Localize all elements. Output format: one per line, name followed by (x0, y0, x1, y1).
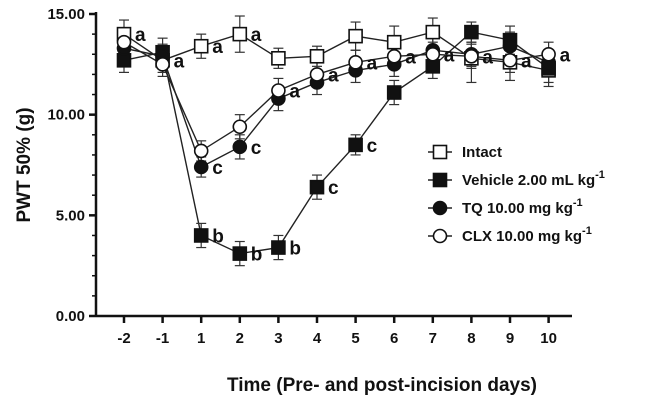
data-point (232, 26, 248, 42)
data-point (232, 139, 248, 155)
y-tick-label: 10.00 (47, 107, 85, 124)
legend-label: TQ 10.00 mg kg-1 (462, 197, 583, 217)
data-point (425, 59, 441, 74)
data-point (271, 83, 286, 98)
significance-label: a (405, 47, 416, 68)
data-point (502, 38, 518, 54)
data-point (232, 246, 248, 261)
legend-marker (432, 172, 448, 188)
markers-filled-square (116, 24, 556, 261)
significance-label: c (367, 136, 378, 157)
x-tick-label: 4 (313, 330, 322, 347)
data-point (309, 179, 325, 195)
legend-marker (432, 200, 448, 216)
data-point (116, 34, 132, 50)
legend-label: Intact (462, 144, 502, 161)
y-axis-title: PWT 50% (g) (14, 107, 35, 222)
significance-label: a (212, 37, 223, 58)
x-tick-label: 3 (274, 330, 282, 347)
significance-label: a (560, 45, 571, 66)
data-point (348, 137, 363, 153)
significance-label: c (328, 178, 339, 199)
data-point (541, 46, 556, 62)
data-point (116, 53, 132, 68)
legend-marker (432, 228, 448, 244)
legend-superscript: -1 (582, 225, 592, 237)
significance-label: a (521, 51, 532, 72)
data-point (193, 159, 209, 175)
significance-label: b (251, 245, 263, 266)
x-tick-label: 9 (506, 330, 514, 347)
data-point (193, 143, 209, 159)
data-point (155, 57, 170, 72)
data-point (193, 38, 209, 54)
significance-label: c (251, 138, 262, 159)
data-point (309, 48, 325, 64)
significance-label: b (212, 226, 224, 247)
legend-superscript: -1 (573, 197, 583, 209)
x-tick-label: 5 (351, 330, 359, 347)
y-tick-label: 0.00 (56, 308, 85, 325)
significance-label: a (289, 82, 300, 103)
x-tick-label: 10 (540, 330, 557, 347)
data-point (271, 50, 286, 66)
data-point (271, 240, 286, 255)
data-point (309, 67, 325, 82)
significance-label: c (212, 158, 223, 179)
x-tick-label: 1 (197, 330, 205, 347)
data-point (464, 24, 479, 40)
data-point (348, 55, 363, 70)
significance-label: a (135, 25, 146, 46)
x-tick-label: 2 (236, 330, 244, 347)
data-point (386, 48, 402, 64)
data-point (502, 53, 518, 68)
data-point (386, 85, 402, 100)
legend-label: CLX 10.00 mg kg-1 (462, 225, 592, 245)
y-tick-label: 15.00 (47, 6, 85, 23)
legend-superscript: -1 (595, 169, 605, 181)
x-tick-label: -1 (156, 330, 169, 347)
data-point (348, 28, 363, 44)
significance-label: a (174, 51, 185, 72)
x-tick-label: 6 (390, 330, 398, 347)
x-tick-label: -2 (117, 330, 130, 347)
y-tick-label: 5.00 (56, 207, 85, 224)
data-point (425, 46, 441, 62)
legend-marker (432, 144, 448, 160)
significance-label: a (328, 65, 339, 86)
data-point (425, 24, 441, 40)
data-point (193, 228, 209, 243)
significance-label: a (251, 25, 262, 46)
legend-label: Vehicle 2.00 mL kg-1 (462, 169, 605, 189)
x-tick-label: 7 (429, 330, 437, 347)
significance-label: a (444, 45, 455, 66)
data-point (232, 119, 248, 135)
significance-label: b (289, 239, 301, 260)
significance-label: a (482, 47, 493, 68)
x-tick-label: 8 (467, 330, 475, 347)
data-point (386, 34, 402, 50)
x-axis-title: Time (Pre- and post-incision days) (227, 375, 537, 396)
markers-open-circle (116, 34, 556, 159)
significance-label: a (367, 53, 378, 74)
data-point (464, 48, 479, 64)
